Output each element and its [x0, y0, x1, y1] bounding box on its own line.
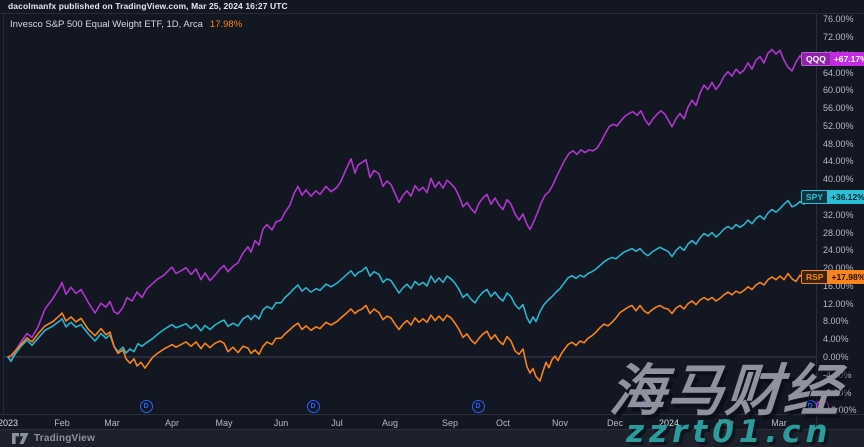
qqq-series-line[interactable]	[7, 48, 814, 362]
dividend-marker-icon[interactable]: D	[815, 400, 829, 413]
tradingview-logo[interactable]: TradingView	[12, 433, 95, 444]
price-tick-label: 24.00%	[823, 245, 854, 256]
time-tick-label: 2023	[0, 418, 19, 428]
spy-symbol-tag[interactable]: SPY	[801, 189, 828, 204]
dividend-marker-icon[interactable]: D	[639, 400, 653, 413]
plot-svg	[4, 48, 816, 382]
price-tick-label: 28.00%	[823, 227, 854, 238]
price-tick-label: -12.00%	[823, 405, 857, 416]
time-axis[interactable]: 2023 Feb Mar Apr May Jun Jul Aug Sep Oct Nov Dec 202…	[0, 414, 864, 430]
time-tick-label: Mar	[771, 418, 787, 428]
price-tick-label: 12.00%	[823, 298, 854, 309]
price-tick-label: 76.00%	[823, 14, 854, 25]
time-tick-label: Feb	[718, 418, 734, 428]
rsp-change-value: +17.98%	[827, 270, 864, 285]
price-tick-label: 56.00%	[823, 103, 854, 114]
time-tick-label: Jul	[331, 418, 343, 428]
chart-plot-area[interactable]	[0, 13, 816, 414]
price-tick-label: 52.00%	[823, 120, 854, 131]
spy-series-line[interactable]	[7, 195, 814, 363]
price-tick-label: 4.00%	[823, 334, 849, 345]
price-tick-label: -4.00%	[823, 369, 852, 380]
bottom-toolbar: TradingView	[0, 429, 864, 447]
spy-price-label[interactable]: SPY +36.12%	[801, 189, 864, 204]
rsp-symbol-tag[interactable]: RSP	[801, 270, 828, 285]
time-tick-label: May	[215, 418, 233, 428]
price-tick-label: -8.00%	[823, 387, 852, 398]
legend-change-value: 17.98%	[209, 19, 243, 30]
time-tick-label: Feb	[54, 418, 70, 428]
time-tick-label: Jun	[273, 418, 289, 428]
rsp-series-line[interactable]	[7, 272, 814, 382]
price-tick-label: 40.00%	[823, 174, 854, 185]
time-tick-label: Dec	[606, 418, 624, 428]
tradingview-brand-text: TradingView	[34, 433, 95, 444]
watermark-url-text: zzrt01.cn	[626, 414, 833, 447]
dividend-marker-icon[interactable]: D	[139, 400, 153, 413]
price-tick-label: 8.00%	[823, 316, 849, 327]
header-bar: dacolmanfx published on TradingView.com,…	[0, 0, 864, 14]
price-tick-label: 64.00%	[823, 67, 854, 78]
price-tick-label: 0.00%	[823, 352, 849, 362]
dividend-marker-icon[interactable]: D	[306, 400, 320, 413]
dividend-marker-icon[interactable]: D	[471, 400, 485, 413]
time-tick-label: Mar	[104, 418, 120, 428]
tradingview-mark-icon	[12, 433, 29, 444]
dividend-marker-icon[interactable]: D	[803, 400, 817, 413]
symbol-legend[interactable]: Invesco S&P 500 Equal Weight ETF, 1D, Ar…	[10, 19, 242, 30]
rsp-price-label[interactable]: RSP +17.98%	[801, 270, 864, 285]
price-tick-label: 72.00%	[823, 32, 854, 43]
time-tick-label: Aug	[381, 418, 399, 428]
time-tick-label: Sep	[441, 418, 459, 428]
plot-left-border	[3, 13, 4, 414]
qqq-symbol-tag[interactable]: QQQ	[801, 51, 830, 66]
time-tick-label: Apr	[164, 418, 180, 428]
spy-change-value: +36.12%	[827, 189, 864, 204]
price-tick-label: 16.00%	[823, 280, 854, 291]
price-tick-label: 60.00%	[823, 85, 854, 96]
price-tick-label: 32.00%	[823, 209, 854, 220]
price-tick-label: 48.00%	[823, 138, 854, 149]
price-tick-label: 20.00%	[823, 263, 854, 274]
qqq-price-label[interactable]: QQQ +67.17%	[801, 51, 864, 66]
time-tick-label: Oct	[495, 418, 511, 428]
qqq-change-value: +67.17%	[829, 51, 864, 66]
legend-title[interactable]: Invesco S&P 500 Equal Weight ETF, 1D, Ar…	[10, 19, 203, 30]
time-tick-label: 2024	[658, 418, 680, 428]
price-tick-label: 44.00%	[823, 156, 854, 167]
attribution-text: dacolmanfx published on TradingView.com,…	[8, 1, 288, 11]
time-tick-label: Nov	[551, 418, 569, 428]
